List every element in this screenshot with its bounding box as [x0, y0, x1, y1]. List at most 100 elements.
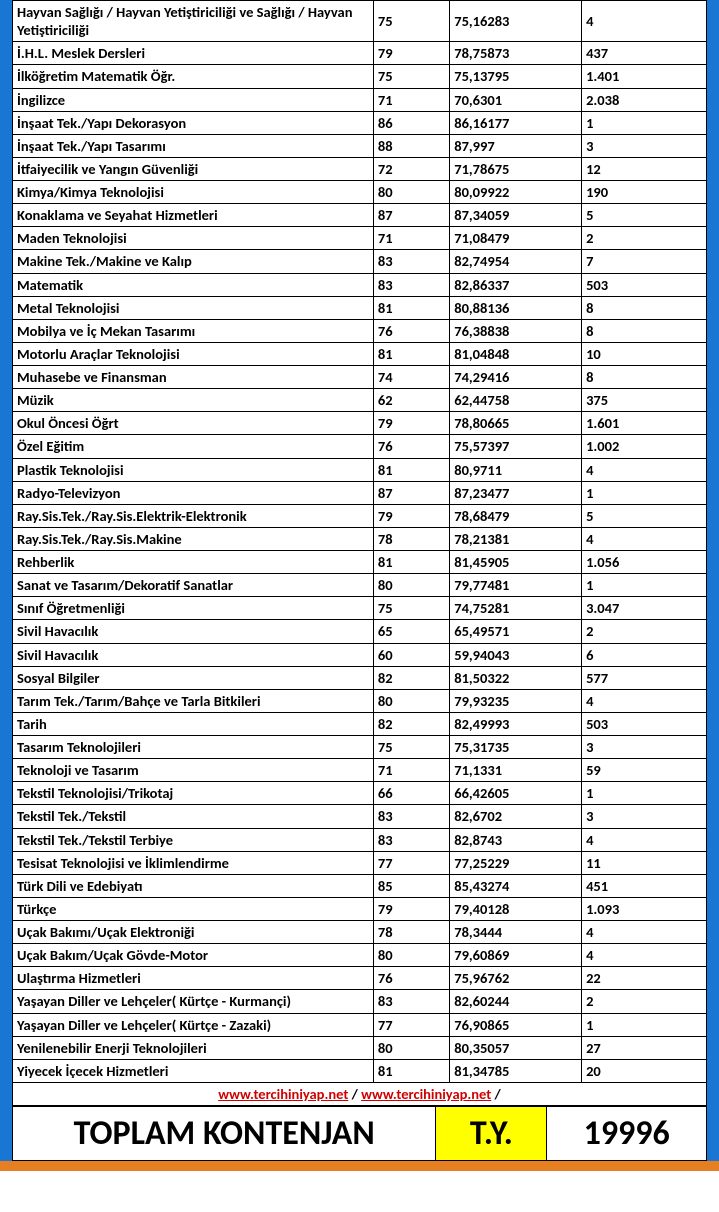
url-link-1[interactable]: www.tercihiniyap.net: [218, 1085, 348, 1103]
table-row: Teknoloji ve Tasarım7171,133159: [13, 759, 707, 782]
cell-col2: 74,75281: [450, 597, 582, 620]
table-row: Mobilya ve İç Mekan Tasarımı7676,388388: [13, 319, 707, 342]
cell-col0: Rehberlik: [13, 551, 374, 574]
table-row: Sivil Havacılık6565,495712: [13, 620, 707, 643]
table-row: İtfaiyecilik ve Yangın Güvenliği7271,786…: [13, 157, 707, 180]
cell-col1: 83: [373, 805, 449, 828]
cell-col3: 1: [582, 111, 707, 134]
cell-col0: Tasarım Teknolojileri: [13, 736, 374, 759]
table-row: Tekstil Teknolojisi/Trikotaj6666,426051: [13, 782, 707, 805]
footer-table: TOPLAM KONTENJAN T.Y. 19996: [12, 1106, 707, 1161]
table-row: İngilizce7170,63012.038: [13, 88, 707, 111]
footer-total: 19996: [547, 1107, 707, 1161]
cell-col1: 80: [373, 1036, 449, 1059]
table-row: Ulaştırma Hizmetleri7675,9676222: [13, 967, 707, 990]
page-frame: Hayvan Sağlığı / Hayvan Yetiştiriciliği …: [0, 0, 719, 1161]
cell-col0: İ.H.L. Meslek Dersleri: [13, 42, 374, 65]
cell-col1: 80: [373, 944, 449, 967]
cell-col2: 62,44758: [450, 389, 582, 412]
cell-col3: 5: [582, 504, 707, 527]
cell-col3: 4: [582, 921, 707, 944]
cell-col0: Kimya/Kimya Teknolojisi: [13, 181, 374, 204]
cell-col2: 82,74954: [450, 250, 582, 273]
table-row: Plastik Teknolojisi8180,97114: [13, 458, 707, 481]
table-row: Makine Tek./Makine ve Kalıp8382,749547: [13, 250, 707, 273]
cell-col1: 76: [373, 435, 449, 458]
cell-col2: 71,08479: [450, 227, 582, 250]
url-link-2[interactable]: www.tercihiniyap.net: [361, 1085, 491, 1103]
cell-col2: 75,57397: [450, 435, 582, 458]
cell-col2: 87,34059: [450, 204, 582, 227]
cell-col3: 2: [582, 990, 707, 1013]
cell-col1: 60: [373, 643, 449, 666]
cell-col3: 1: [582, 574, 707, 597]
cell-col2: 80,09922: [450, 181, 582, 204]
table-row: Tesisat Teknolojisi ve İklimlendirme7777…: [13, 851, 707, 874]
cell-col3: 2: [582, 620, 707, 643]
table-row: Yaşayan Diller ve Lehçeler( Kürtçe - Zaz…: [13, 1013, 707, 1036]
cell-col2: 74,29416: [450, 366, 582, 389]
cell-col2: 59,94043: [450, 643, 582, 666]
cell-col2: 82,6702: [450, 805, 582, 828]
footer-row: TOPLAM KONTENJAN T.Y. 19996: [13, 1107, 707, 1161]
cell-col3: 8: [582, 319, 707, 342]
cell-col0: Uçak Bakımı/Uçak Elektroniği: [13, 921, 374, 944]
cell-col2: 82,60244: [450, 990, 582, 1013]
cell-col0: Yaşayan Diller ve Lehçeler( Kürtçe - Zaz…: [13, 1013, 374, 1036]
cell-col3: 8: [582, 296, 707, 319]
cell-col3: 7: [582, 250, 707, 273]
cell-col1: 75: [373, 597, 449, 620]
cell-col1: 83: [373, 990, 449, 1013]
cell-col2: 78,80665: [450, 412, 582, 435]
cell-col3: 59: [582, 759, 707, 782]
cell-col3: 190: [582, 181, 707, 204]
cell-col0: Sivil Havacılık: [13, 620, 374, 643]
footer-ty: T.Y.: [436, 1107, 547, 1161]
url-sep-2: /: [491, 1085, 501, 1103]
cell-col3: 1: [582, 782, 707, 805]
table-row: Motorlu Araçlar Teknolojisi8181,0484810: [13, 342, 707, 365]
cell-col2: 76,38838: [450, 319, 582, 342]
cell-col2: 80,9711: [450, 458, 582, 481]
table-row: Tekstil Tek./Tekstil8382,67023: [13, 805, 707, 828]
cell-col1: 79: [373, 504, 449, 527]
cell-col2: 86,16177: [450, 111, 582, 134]
cell-col2: 82,49993: [450, 712, 582, 735]
cell-col2: 80,88136: [450, 296, 582, 319]
cell-col0: Tekstil Tek./Tekstil Terbiye: [13, 828, 374, 851]
cell-col3: 3: [582, 805, 707, 828]
table-row: Tarım Tek./Tarım/Bahçe ve Tarla Bitkiler…: [13, 689, 707, 712]
table-row: Yiyecek İçecek Hizmetleri8181,3478520: [13, 1059, 707, 1082]
cell-col0: İtfaiyecilik ve Yangın Güvenliği: [13, 157, 374, 180]
cell-col0: Yaşayan Diller ve Lehçeler( Kürtçe - Kur…: [13, 990, 374, 1013]
cell-col3: 2: [582, 227, 707, 250]
cell-col1: 76: [373, 967, 449, 990]
cell-col0: Okul Öncesi Öğrt: [13, 412, 374, 435]
cell-col1: 81: [373, 458, 449, 481]
cell-col3: 1.056: [582, 551, 707, 574]
cell-col0: Türk Dili ve Edebiyatı: [13, 874, 374, 897]
cell-col2: 82,8743: [450, 828, 582, 851]
table-row: İ.H.L. Meslek Dersleri7978,75873437: [13, 42, 707, 65]
cell-col1: 81: [373, 342, 449, 365]
cell-col2: 75,13795: [450, 65, 582, 88]
cell-col0: Muhasebe ve Finansman: [13, 366, 374, 389]
cell-col1: 86: [373, 111, 449, 134]
cell-col1: 81: [373, 1059, 449, 1082]
cell-col0: Yiyecek İçecek Hizmetleri: [13, 1059, 374, 1082]
cell-col3: 1.002: [582, 435, 707, 458]
cell-col0: Tekstil Tek./Tekstil: [13, 805, 374, 828]
cell-col1: 66: [373, 782, 449, 805]
cell-col0: Matematik: [13, 273, 374, 296]
table-row: İnşaat Tek./Yapı Dekorasyon8686,161771: [13, 111, 707, 134]
cell-col2: 81,45905: [450, 551, 582, 574]
cell-col3: 1.601: [582, 412, 707, 435]
cell-col1: 71: [373, 227, 449, 250]
cell-col2: 81,04848: [450, 342, 582, 365]
cell-col0: Sivil Havacılık: [13, 643, 374, 666]
cell-col3: 20: [582, 1059, 707, 1082]
cell-col2: 76,90865: [450, 1013, 582, 1036]
table-row: Kimya/Kimya Teknolojisi8080,09922190: [13, 181, 707, 204]
cell-col1: 85: [373, 874, 449, 897]
cell-col3: 577: [582, 666, 707, 689]
